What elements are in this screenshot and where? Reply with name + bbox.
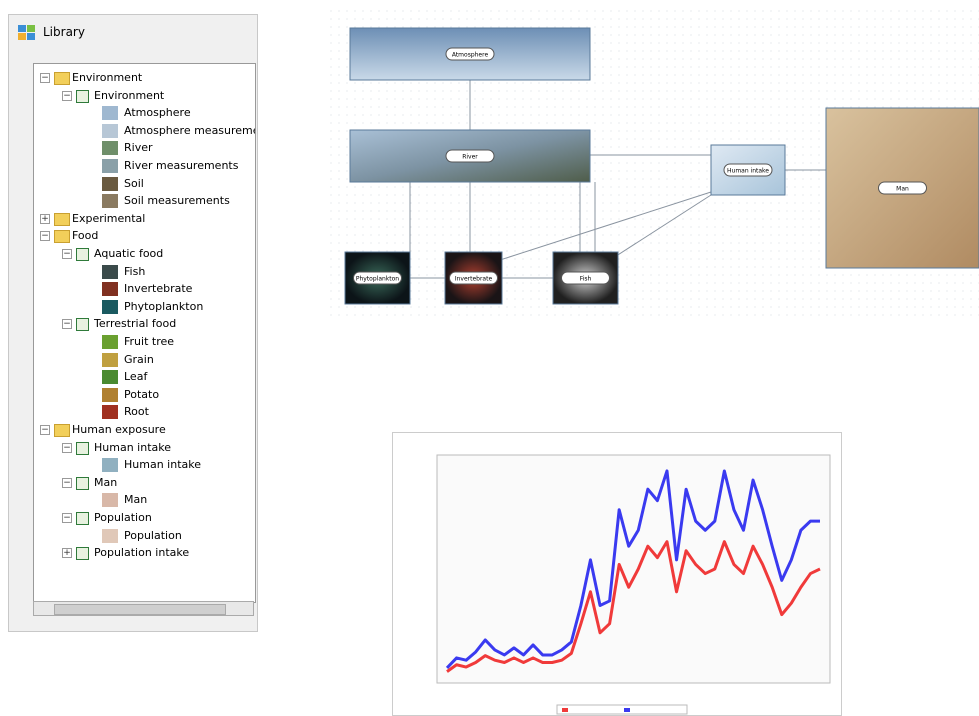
- tree-item[interactable]: Fish: [124, 264, 145, 280]
- tree-item[interactable]: Human intake: [124, 457, 201, 473]
- tree-item[interactable]: Man: [124, 492, 147, 508]
- item-icon: [102, 388, 118, 402]
- expander[interactable]: −: [62, 91, 72, 101]
- group-icon: [76, 318, 89, 331]
- tree-item[interactable]: River measurements: [124, 158, 238, 174]
- expander[interactable]: −: [62, 478, 72, 488]
- tree-item[interactable]: River: [124, 140, 153, 156]
- tree-item[interactable]: Soil: [124, 176, 144, 192]
- page: Library −Environment−EnvironmentAtmosphe…: [0, 0, 979, 716]
- tree-item[interactable]: Aquatic food: [94, 246, 163, 262]
- item-icon: [102, 141, 118, 155]
- group-icon: [76, 512, 89, 525]
- legend: [557, 705, 687, 714]
- expander[interactable]: −: [40, 73, 50, 83]
- tree-item[interactable]: Fruit tree: [124, 334, 174, 350]
- tree-item[interactable]: Atmosphere measurement: [124, 123, 256, 139]
- folder-icon: [54, 424, 70, 437]
- tree-item[interactable]: Environment: [72, 70, 142, 86]
- node-label: Fish: [580, 276, 592, 283]
- item-icon: [102, 353, 118, 367]
- diagram: Atmosphere River Human intake Man Phytoplank…: [330, 10, 979, 320]
- expander[interactable]: −: [62, 513, 72, 523]
- tree-item[interactable]: Potato: [124, 387, 159, 403]
- node-label: Phytoplankton: [356, 276, 399, 283]
- expander[interactable]: −: [62, 443, 72, 453]
- group-icon: [76, 547, 89, 560]
- plot-area: [437, 455, 830, 683]
- tree-item[interactable]: Population: [124, 528, 182, 544]
- tree-item[interactable]: Terrestrial food: [94, 316, 176, 332]
- group-icon: [76, 442, 89, 455]
- node-label: Human intake: [727, 168, 769, 175]
- tree-item[interactable]: Human exposure: [72, 422, 166, 438]
- item-icon: [102, 194, 118, 208]
- expander[interactable]: +: [40, 214, 50, 224]
- chart: [392, 432, 842, 716]
- expander[interactable]: −: [40, 425, 50, 435]
- tree-item[interactable]: Food: [72, 228, 98, 244]
- library-title: Library: [43, 25, 85, 39]
- node-label: River: [462, 154, 478, 161]
- item-icon: [102, 458, 118, 472]
- item-icon: [102, 300, 118, 314]
- tree-item[interactable]: Population intake: [94, 545, 189, 561]
- folder-icon: [54, 72, 70, 85]
- tree-item[interactable]: Invertebrate: [124, 281, 192, 297]
- item-icon: [102, 529, 118, 543]
- expander[interactable]: +: [62, 548, 72, 558]
- item-icon: [102, 265, 118, 279]
- scrollbar[interactable]: [33, 601, 254, 616]
- item-icon: [102, 335, 118, 349]
- scroll-thumb[interactable]: [54, 604, 226, 615]
- folder-icon: [54, 230, 70, 243]
- item-icon: [102, 177, 118, 191]
- expander[interactable]: −: [62, 319, 72, 329]
- tree-item[interactable]: Experimental: [72, 211, 145, 227]
- tree-item[interactable]: Human intake: [94, 440, 171, 456]
- group-icon: [76, 477, 89, 490]
- item-icon: [102, 405, 118, 419]
- node-label: Atmosphere: [452, 52, 489, 59]
- item-icon: [102, 159, 118, 173]
- item-icon: [102, 106, 118, 120]
- tree-item[interactable]: Soil measurements: [124, 193, 230, 209]
- tree-item[interactable]: Man: [94, 475, 117, 491]
- tree-item[interactable]: Leaf: [124, 369, 147, 385]
- group-icon: [76, 248, 89, 261]
- group-icon: [76, 90, 89, 103]
- tree-item[interactable]: Population: [94, 510, 152, 526]
- tree-item[interactable]: Phytoplankton: [124, 299, 203, 315]
- node-label: Invertebrate: [455, 276, 493, 283]
- library-icon: [17, 23, 37, 41]
- item-icon: [102, 124, 118, 138]
- tree-item[interactable]: Environment: [94, 88, 164, 104]
- expander[interactable]: −: [62, 249, 72, 259]
- item-icon: [102, 282, 118, 296]
- node-label: Man: [896, 186, 909, 193]
- tree-item[interactable]: Root: [124, 404, 149, 420]
- tree-item[interactable]: Grain: [124, 352, 154, 368]
- item-icon: [102, 370, 118, 384]
- folder-icon: [54, 213, 70, 226]
- tree-item[interactable]: Atmosphere: [124, 105, 191, 121]
- item-icon: [102, 493, 118, 507]
- expander[interactable]: −: [40, 231, 50, 241]
